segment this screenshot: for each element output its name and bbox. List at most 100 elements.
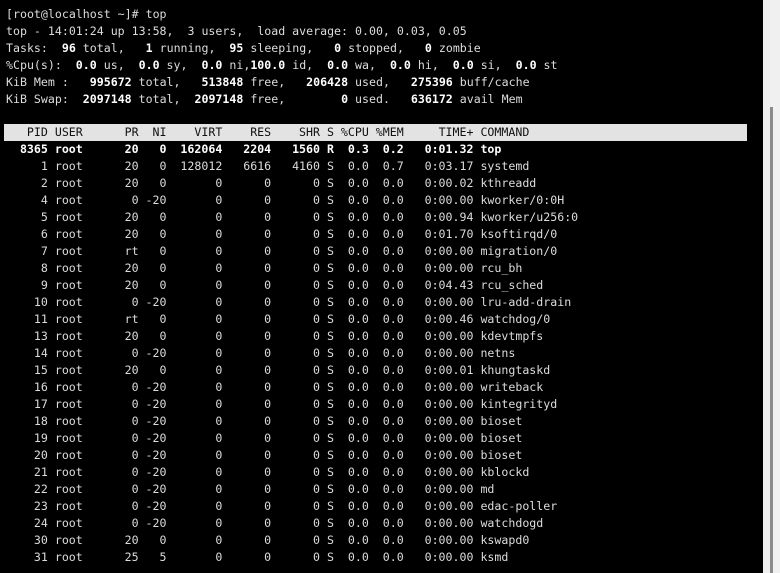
process-row: 14 root 0 -20 0 0 0 S 0.0 0.0 0:00.00 netns [6,345,578,362]
res-cell: 0 [264,431,272,445]
cpu-cell: 0.0 [347,550,369,564]
nice-cell: -20 [145,448,167,462]
res-cell: 0 [264,329,272,343]
terminal-window[interactable]: [root@localhost ~]# top top - 14:01:24 u… [0,0,763,573]
shr-cell: 0 [313,329,320,343]
process-row: 5 root 20 0 0 0 0 S 0.0 0.0 0:00.94 kworker/u256:0 [6,209,578,226]
tasks-value: 0 [410,41,432,55]
priority-cell: 0 [131,397,139,411]
tasks-unit: zombie [431,41,481,55]
nice-cell: -20 [145,516,167,530]
mem-cell: 0.0 [382,193,404,207]
virt-cell: 0 [215,227,223,241]
process-row: 31 root 25 5 0 0 0 S 0.0 0.0 0:00.00 ksmd [6,549,578,566]
state-cell: S [326,329,334,343]
time-cell: 0:00.00 [424,448,474,462]
nice-cell: -20 [145,414,167,428]
process-row: 24 root 0 -20 0 0 0 S 0.0 0.0 0:00.00 watchdogd [6,515,578,532]
res-cell: 2204 [243,142,272,156]
mem-unit: used, [348,75,397,89]
tasks-unit: stopped, [341,41,411,55]
mem-cell: 0.2 [382,142,404,156]
res-cell: 0 [264,516,272,530]
tasks-value: 1 [131,41,153,55]
state-cell: S [326,210,334,224]
res-cell: 0 [264,261,272,275]
user-cell: root [54,312,83,326]
state-cell: S [326,295,334,309]
pid-cell: 1 [40,159,48,173]
pid-cell: 30 [33,533,48,547]
uptime-line: top - 14:01:24 up 13:58, 3 users, load a… [6,24,467,38]
virt-cell: 0 [215,176,223,190]
user-cell: root [54,499,83,513]
pid-cell: 22 [33,482,48,496]
nice-cell: 0 [159,176,167,190]
pid-column-header: PID [26,125,48,139]
cpu-cell: 0.0 [347,465,369,479]
priority-cell: 20 [124,159,139,173]
tasks-value: 95 [222,41,244,55]
nice-cell: -20 [145,193,167,207]
shr-cell: 0 [313,380,320,394]
virt-cell: 0 [215,295,223,309]
nice-cell: 0 [159,312,167,326]
user-cell: root [54,295,83,309]
state-cell: S [326,431,334,445]
command-cell: kblockd [480,465,530,479]
swap-unit: total, [131,92,188,106]
state-cell: S [326,278,334,292]
priority-cell: 0 [131,380,139,394]
shr-cell: 0 [313,550,320,564]
time-cell: 0:00.00 [424,414,474,428]
nice-cell: -20 [145,431,167,445]
cpu-cell: 0.0 [347,516,369,530]
cpu-value: 0.0 [68,58,97,72]
res-cell: 0 [264,346,272,360]
virt-cell: 0 [215,363,223,377]
command-cell: kintegrityd [480,397,558,411]
pid-cell: 7 [40,244,48,258]
nice-cell: -20 [145,465,167,479]
tasks-label: Tasks: [6,41,55,55]
mem-cell: 0.0 [382,482,404,496]
cpu-cell: 0.0 [347,227,369,241]
scrollbar[interactable] [763,0,780,573]
cpu-unit: wa, [348,58,383,72]
user-cell: root [54,193,83,207]
nice-cell: -20 [145,499,167,513]
mem-value: 206428 [292,75,349,89]
mem-cell: 0.0 [382,312,404,326]
process-row: 21 root 0 -20 0 0 0 S 0.0 0.0 0:00.00 kblockd [6,464,578,481]
virt-cell: 0 [215,261,223,275]
process-row: 10 root 0 -20 0 0 0 S 0.0 0.0 0:00.00 lru-add-drain [6,294,578,311]
cpu-value: 0.0 [320,58,349,72]
scrollbar-thumb[interactable] [770,107,773,573]
process-row: 16 root 0 -20 0 0 0 S 0.0 0.0 0:00.00 writeback [6,379,578,396]
process-table: 8365 root 20 0 162064 2204 1560 R 0.3 0.2 0:01.32 t… [6,141,578,566]
command-cell: bioset [480,448,523,462]
cpu-cell: 0.0 [347,261,369,275]
priority-cell: 20 [124,261,139,275]
priority-cell: 20 [124,363,139,377]
cpu-line: %Cpu(s): 0.0 us, 0.0 sy, 0.0 ni,100.0 id… [6,57,558,74]
time-cell: 0:00.00 [424,533,474,547]
priority-cell: 20 [124,278,139,292]
pid-cell: 31 [33,550,48,564]
res-cell: 0 [264,482,272,496]
mem-label: KiB Mem : [6,75,76,89]
mem-cell: 0.0 [382,363,404,377]
pid-cell: 5 [40,210,48,224]
cpu-cell: 0.0 [347,482,369,496]
cpu-cell: 0.0 [347,193,369,207]
priority-cell: 0 [131,346,139,360]
time-cell: 0:00.94 [424,210,474,224]
pid-cell: 15 [33,363,48,377]
cpu-cell: 0.0 [347,244,369,258]
state-cell: S [326,465,334,479]
cpu-value: 100.0 [250,58,286,72]
time-cell: 0:00.00 [424,465,474,479]
cpu-unit: st [536,58,558,72]
cpu-value: 0.0 [194,58,223,72]
res-cell: 0 [264,414,272,428]
